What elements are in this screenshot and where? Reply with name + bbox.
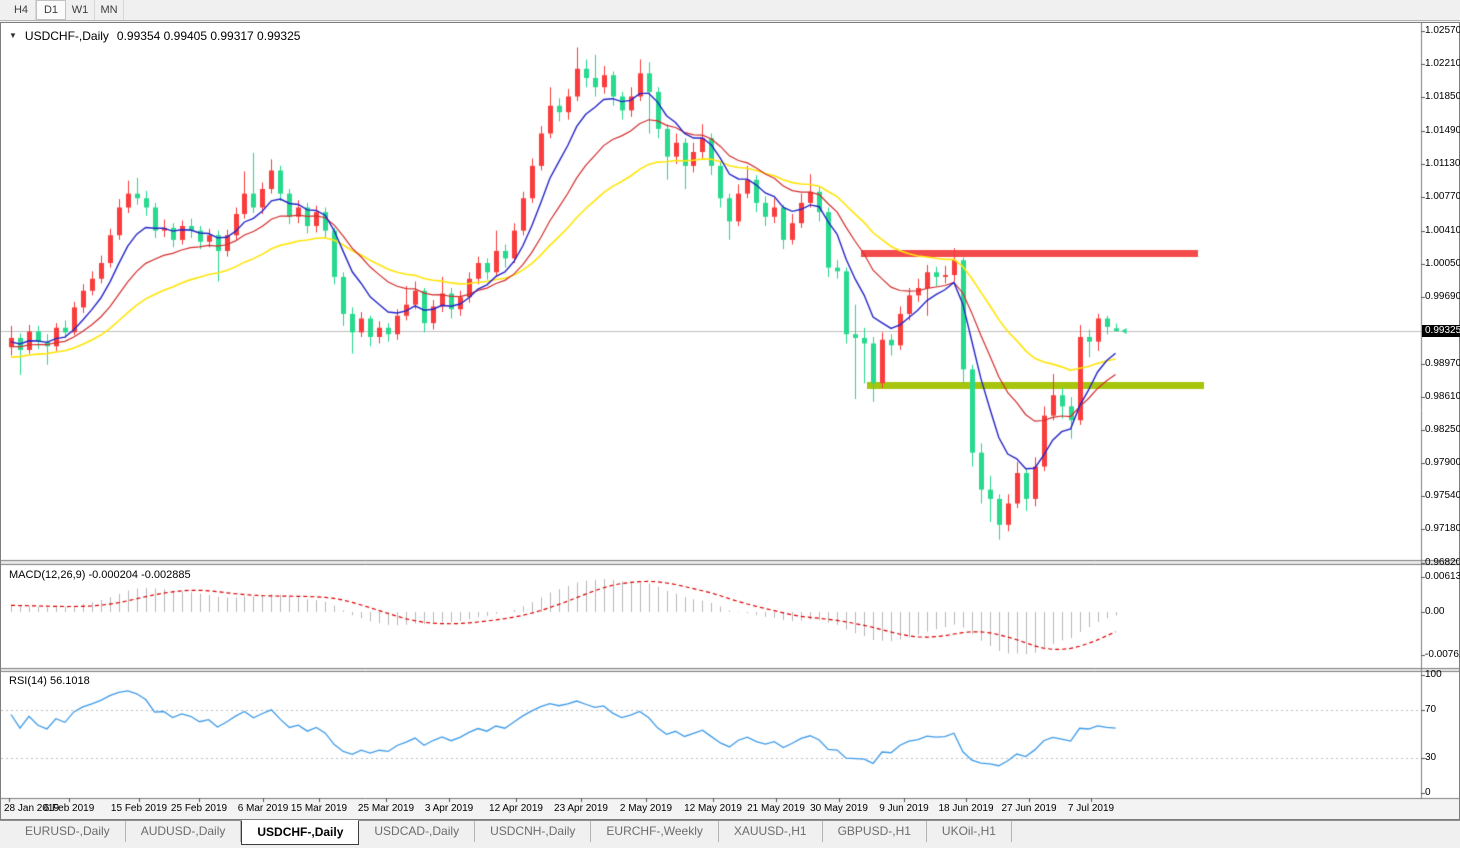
date-axis-label: 15 Mar 2019: [290, 803, 348, 814]
date-axis-label: 15 Feb 2019: [110, 803, 168, 814]
date-axis-label: 6 Mar 2019: [237, 803, 289, 814]
timeframe-button-d1[interactable]: D1: [36, 0, 66, 20]
timeframe-toolbar: H4 D1 W1 MN: [0, 0, 1460, 21]
date-axis-label: 12 Apr 2019: [489, 803, 543, 814]
price-axis-label: 1.01130: [1425, 158, 1460, 170]
price-axis-label: 1.02210: [1425, 58, 1460, 70]
price-axis-label: 0.98610: [1425, 391, 1460, 403]
rsi-axis-label: 100: [1425, 669, 1442, 680]
chart-title: ▼ USDCHF-,Daily 0.99354 0.99405 0.99317 …: [9, 29, 300, 43]
chart-tab-usdcnh-daily[interactable]: USDCNH-,Daily: [475, 821, 592, 842]
date-axis-label: 6 Feb 2019: [43, 803, 95, 814]
chart-tab-usdchf-daily[interactable]: USDCHF-,Daily: [241, 820, 360, 845]
price-chart-canvas[interactable]: [1, 23, 1459, 819]
timeframe-button-mn[interactable]: MN: [95, 0, 124, 20]
price-axis-label: 0.96820: [1425, 556, 1460, 568]
chart-tab-bar: EURUSD-,Daily AUDUSD-,Daily USDCHF-,Daily U…: [0, 820, 1460, 848]
price-axis-label: 0.98250: [1425, 424, 1460, 436]
bid-price-tag: 0.99325: [1422, 325, 1460, 337]
ohlc-values: 0.99354 0.99405 0.99317 0.99325: [116, 29, 301, 43]
chart-tab-ukoil-h1[interactable]: UKOil-,H1: [927, 821, 1012, 842]
date-axis-label: 25 Feb 2019: [170, 803, 228, 814]
date-axis-label: 27 Jun 2019: [1001, 803, 1057, 814]
date-axis-label: 2 May 2019: [619, 803, 673, 814]
macd-axis-label: 0.00: [1425, 606, 1445, 617]
macd-indicator-label: MACD(12,26,9) -0.000204 -0.002885: [9, 569, 191, 581]
date-axis-label: 28 Jan 2019: [4, 803, 60, 814]
timeframe-button-h4[interactable]: H4: [7, 0, 36, 20]
date-axis-label: 9 Jun 2019: [879, 803, 929, 814]
price-axis-label: 0.98970: [1425, 357, 1460, 369]
chart-tab-eurchf-weekly[interactable]: EURCHF-,Weekly: [591, 821, 719, 842]
price-axis-label: 1.00770: [1425, 191, 1460, 203]
symbol-title: USDCHF-,Daily: [24, 29, 109, 43]
rsi-axis-label: 0: [1425, 787, 1431, 798]
macd-axis-label: 0.00613: [1425, 571, 1460, 583]
price-axis-label: 0.97900: [1425, 456, 1460, 468]
price-axis-label: 1.01850: [1425, 91, 1460, 103]
date-axis-label: 12 May 2019: [684, 803, 742, 814]
collapse-triangle-icon[interactable]: ▼: [9, 31, 17, 40]
date-axis-label: 23 Apr 2019: [554, 803, 608, 814]
chart-tab-audusd-daily[interactable]: AUDUSD-,Daily: [126, 821, 242, 842]
chart-tab-usdcad-daily[interactable]: USDCAD-,Daily: [359, 821, 476, 842]
price-axis-label: 0.99690: [1425, 291, 1460, 303]
price-axis-label: 0.97540: [1425, 490, 1460, 502]
price-axis-label: 0.97180: [1425, 523, 1460, 535]
price-axis-label: 1.02570: [1425, 24, 1460, 36]
chart-tab-xauusd-h1[interactable]: XAUUSD-,H1: [719, 821, 823, 842]
chart-tab-gbpusd-h1[interactable]: GBPUSD-,H1: [823, 821, 927, 842]
rsi-axis-label: 30: [1425, 751, 1437, 763]
chart-window: ▼ USDCHF-,Daily 0.99354 0.99405 0.99317 …: [0, 22, 1460, 820]
date-axis-label: 25 Mar 2019: [357, 803, 415, 814]
chart-tab-eurusd-daily[interactable]: EURUSD-,Daily: [10, 821, 126, 842]
timeframe-button-w1[interactable]: W1: [66, 0, 95, 20]
price-axis-label: 1.01490: [1425, 124, 1460, 136]
price-axis-label: 1.00410: [1425, 224, 1460, 236]
date-axis-label: 18 Jun 2019: [938, 803, 994, 814]
date-axis-label: 21 May 2019: [747, 803, 805, 814]
date-axis-label: 3 Apr 2019: [424, 803, 474, 814]
date-axis-label: 30 May 2019: [810, 803, 868, 814]
price-axis-label: 1.00050: [1425, 257, 1460, 269]
rsi-axis-label: 70: [1425, 704, 1437, 716]
rsi-indicator-label: RSI(14) 56.1018: [9, 675, 90, 687]
date-axis-label: 7 Jul 2019: [1067, 803, 1115, 814]
